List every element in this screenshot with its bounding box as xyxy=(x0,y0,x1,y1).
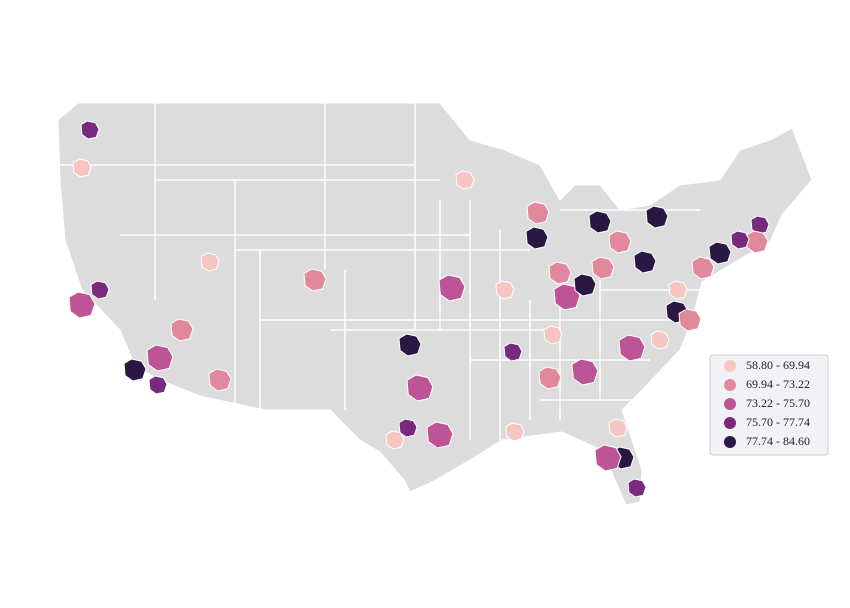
metro-area xyxy=(618,334,646,362)
metro-area xyxy=(406,374,434,402)
legend-marker xyxy=(724,360,736,372)
metro-area xyxy=(543,325,563,345)
legend: 58.80 - 69.94 69.94 - 73.22 73.22 - 75.70 7… xyxy=(709,354,829,456)
metro-area xyxy=(678,308,702,332)
legend-label: 75.70 - 77.74 xyxy=(746,415,810,429)
metro-area xyxy=(398,333,422,357)
metro-area xyxy=(548,261,572,285)
metro-area xyxy=(708,241,732,265)
metro-area xyxy=(505,422,525,442)
legend-marker xyxy=(724,379,736,391)
legend-marker xyxy=(724,436,736,448)
metro-area xyxy=(608,418,628,438)
metro-area xyxy=(208,368,232,392)
metro-area xyxy=(573,273,597,297)
metro-areas xyxy=(68,120,770,498)
metro-area xyxy=(503,342,523,362)
metro-area xyxy=(633,250,657,274)
metro-area xyxy=(148,375,168,395)
metro-area xyxy=(426,421,454,449)
metro-area xyxy=(591,256,615,280)
legend-marker xyxy=(724,398,736,410)
metro-area xyxy=(691,256,715,280)
metro-area xyxy=(303,268,327,292)
metro-area xyxy=(553,283,581,311)
metro-area xyxy=(455,170,475,190)
metro-area xyxy=(730,230,750,250)
legend-label: 73.22 - 75.70 xyxy=(746,396,810,410)
metro-area xyxy=(571,358,599,386)
metro-area xyxy=(608,230,632,254)
metro-area xyxy=(170,318,194,342)
metro-area xyxy=(594,444,622,472)
metro-area xyxy=(80,120,100,140)
metro-area xyxy=(385,430,405,450)
metro-area xyxy=(526,201,550,225)
legend-label: 58.80 - 69.94 xyxy=(746,358,810,372)
legend-box xyxy=(709,354,829,456)
metro-area xyxy=(750,215,770,235)
metro-area xyxy=(200,252,220,272)
legend-label: 77.74 - 84.60 xyxy=(746,434,810,448)
metro-area xyxy=(538,366,562,390)
metro-area xyxy=(525,226,549,250)
metro-area xyxy=(146,344,174,372)
metro-area xyxy=(645,205,669,229)
metro-area xyxy=(627,478,647,498)
metro-area xyxy=(668,280,688,300)
legend-marker xyxy=(724,417,736,429)
metro-area xyxy=(588,210,612,234)
metro-area xyxy=(72,158,92,178)
metro-area xyxy=(745,230,769,254)
metro-area xyxy=(438,274,466,302)
metro-area xyxy=(650,330,670,350)
metro-area xyxy=(123,358,147,382)
metro-area xyxy=(68,291,96,319)
legend-label: 69.94 - 73.22 xyxy=(746,377,810,391)
state-borders xyxy=(60,103,720,440)
metro-area xyxy=(90,280,110,300)
metro-area xyxy=(495,280,515,300)
